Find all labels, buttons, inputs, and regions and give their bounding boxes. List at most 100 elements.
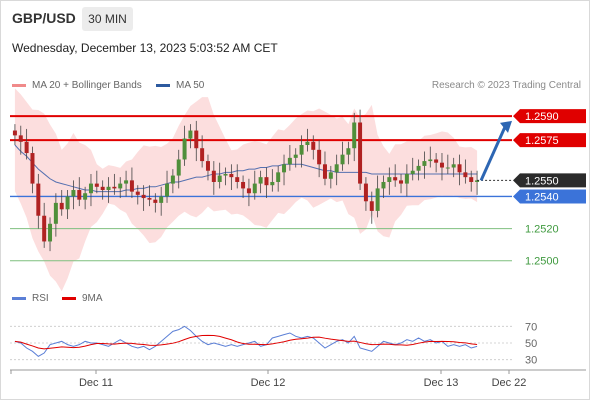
legend-ma50: MA 50 — [156, 80, 204, 92]
legend-ma20-label: MA 20 + Bollinger Bands — [32, 80, 142, 91]
candle — [200, 135, 205, 168]
candle-body — [404, 173, 409, 184]
candle — [30, 146, 35, 194]
candle — [393, 164, 398, 187]
candle — [170, 169, 175, 194]
candle-body — [106, 186, 111, 191]
price-label-resistance: 1.2575 — [525, 135, 559, 147]
candle-body — [439, 162, 444, 168]
candle-body — [258, 177, 263, 184]
candle — [188, 124, 193, 149]
price-label-support-current: 1.2540 — [525, 191, 559, 203]
price-label-support: 1.2500 — [525, 256, 559, 268]
candle-body — [340, 154, 345, 165]
candle-body — [36, 183, 41, 216]
candle-body — [24, 141, 29, 154]
candle-body — [241, 181, 246, 189]
candle-body — [428, 159, 433, 162]
candle-body — [252, 183, 257, 194]
candle-body — [124, 180, 129, 184]
candle — [211, 161, 216, 195]
candle — [252, 170, 257, 200]
candle — [182, 125, 187, 166]
candle — [246, 178, 251, 207]
legend-rsi: RSI — [12, 293, 49, 305]
candle — [217, 162, 222, 189]
credit-text: Research © 2023 Trading Central — [431, 80, 581, 91]
candle — [334, 154, 339, 186]
candle — [270, 169, 275, 192]
candle-body — [53, 202, 58, 224]
candle-body — [182, 138, 187, 160]
legend-ma50-label: MA 50 — [176, 80, 205, 91]
candle-body — [264, 177, 269, 186]
candle-body — [410, 170, 415, 174]
candle — [445, 154, 450, 174]
candle — [100, 180, 105, 200]
candle — [94, 170, 99, 194]
rsi-tick-label: 30 — [525, 355, 537, 367]
candle-body — [77, 190, 82, 200]
candle — [147, 185, 152, 207]
x-tick-label: Dec 22 — [492, 377, 527, 389]
rsi-tick-label: 50 — [525, 338, 537, 350]
trend-arrow-shaft — [479, 126, 507, 181]
candle-body — [188, 130, 193, 139]
candle-body — [147, 198, 152, 200]
candle-body — [141, 194, 146, 199]
candle — [311, 135, 316, 160]
legend-rsi-label: RSI — [32, 293, 49, 304]
x-tick-label: Dec 11 — [79, 377, 113, 389]
candle-body — [434, 159, 439, 163]
candle — [194, 120, 199, 162]
candle — [416, 159, 421, 181]
candle-body — [159, 196, 164, 203]
candle — [235, 164, 240, 189]
candle — [434, 153, 439, 173]
price-tag-support-current — [513, 189, 586, 204]
candle — [264, 167, 269, 199]
candle-body — [276, 172, 281, 182]
candle-body — [235, 177, 240, 182]
candle-body — [211, 170, 216, 182]
candle — [258, 170, 263, 194]
candle — [352, 112, 357, 162]
candle-body — [112, 186, 117, 189]
candle-body — [322, 164, 327, 179]
candle — [439, 153, 444, 181]
candle-body — [83, 193, 88, 200]
candle — [24, 128, 29, 160]
candle — [363, 177, 368, 211]
candle — [282, 154, 287, 186]
price-tag-current — [513, 173, 586, 188]
timeframe-badge[interactable]: 30 MIN — [82, 7, 133, 31]
candle-body — [445, 167, 450, 169]
candle-body — [457, 164, 462, 173]
candle-body — [65, 196, 70, 210]
candle-body — [399, 180, 404, 184]
candle — [241, 175, 246, 199]
candle — [83, 186, 88, 210]
candle — [475, 170, 480, 195]
candle-body — [200, 148, 205, 162]
candle-body — [299, 145, 304, 155]
candle-body — [165, 183, 170, 197]
candle — [48, 217, 53, 252]
candle — [229, 164, 234, 191]
trend-arrow-head — [500, 120, 512, 133]
candle-body — [451, 164, 456, 168]
candle-body — [282, 164, 287, 173]
datetime-label: Wednesday, December 13, 2023 5:03:52 AM … — [12, 41, 278, 55]
candle-body — [375, 188, 380, 211]
candle-body — [305, 141, 310, 146]
candle-body — [463, 172, 468, 178]
candle-body — [94, 183, 99, 187]
candle-body — [194, 130, 199, 149]
x-tick-label: Dec 12 — [251, 377, 286, 389]
candle — [422, 151, 427, 179]
candle-body — [217, 175, 222, 182]
candle-body — [381, 181, 386, 189]
candle — [36, 173, 41, 229]
candle-body — [129, 180, 134, 192]
